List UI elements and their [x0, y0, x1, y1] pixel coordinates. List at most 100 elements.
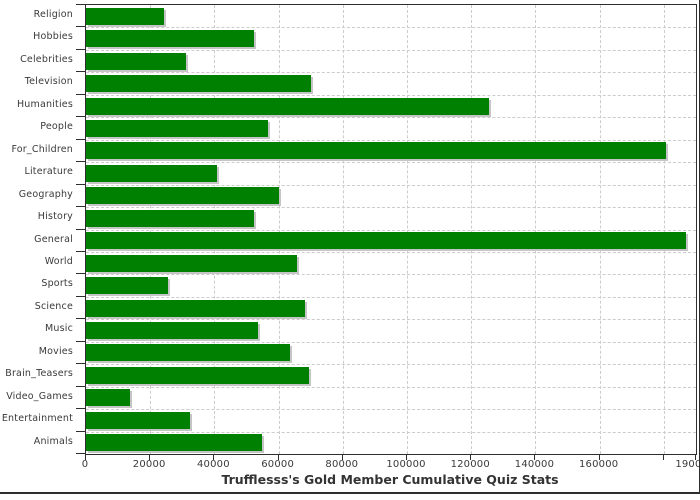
- category-tick: [76, 408, 85, 409]
- bar-music: [86, 322, 259, 340]
- bar-general: [86, 232, 687, 250]
- category-tick: [76, 341, 85, 342]
- bar-celebrities: [86, 52, 187, 70]
- bar-for_children: [86, 142, 666, 160]
- category-tick: [76, 26, 85, 27]
- bar-hobbies: [86, 30, 255, 48]
- plot-area: [85, 4, 697, 455]
- bar-entertainment: [86, 411, 191, 429]
- horizontal-gridline: [86, 184, 696, 186]
- horizontal-gridline: [86, 72, 696, 74]
- bar-world: [86, 254, 297, 272]
- value-tick: [470, 454, 472, 460]
- value-tick: [406, 454, 408, 460]
- chart-title: Trufflesss's Gold Member Cumulative Quiz…: [221, 472, 559, 487]
- horizontal-gridline: [86, 117, 696, 119]
- category-tick: [76, 318, 85, 319]
- value-tick-label: 0: [81, 459, 89, 470]
- category-tick: [76, 453, 85, 454]
- category-label-general: General: [34, 233, 73, 245]
- bar-movies: [86, 344, 290, 362]
- category-tick: [76, 273, 85, 274]
- value-tick: [213, 454, 215, 460]
- category-tick: [76, 71, 85, 72]
- category-tick: [76, 4, 85, 5]
- value-tick-label: 160000: [578, 459, 619, 470]
- horizontal-gridline: [86, 364, 696, 366]
- value-tick-label: 190000: [675, 459, 700, 470]
- horizontal-gridline: [86, 207, 696, 209]
- bar-geography: [86, 187, 279, 205]
- category-tick: [76, 161, 85, 162]
- category-label-geography: Geography: [18, 188, 73, 200]
- horizontal-gridline: [86, 386, 696, 388]
- value-tick: [662, 454, 664, 460]
- horizontal-gridline: [86, 27, 696, 29]
- bar-video_games: [86, 389, 130, 407]
- horizontal-gridline: [86, 296, 696, 298]
- horizontal-gridline: [86, 251, 696, 253]
- horizontal-gridline: [86, 139, 696, 141]
- category-label-people: People: [40, 121, 73, 133]
- category-label-science: Science: [34, 300, 73, 312]
- bar-humanities: [86, 97, 489, 115]
- value-tick: [149, 454, 151, 460]
- bar-history: [86, 209, 254, 227]
- value-tick: [695, 454, 696, 460]
- value-tick: [277, 454, 279, 460]
- category-label-television: Television: [24, 76, 73, 88]
- category-label-animals: Animals: [33, 435, 73, 447]
- category-tick: [76, 363, 85, 364]
- value-tick: [341, 454, 343, 460]
- category-label-music: Music: [44, 323, 73, 335]
- value-tick-label: 80000: [325, 459, 359, 470]
- bar-literature: [86, 164, 218, 182]
- horizontal-gridline: [86, 94, 696, 96]
- category-tick: [76, 229, 85, 230]
- value-tick: [598, 454, 600, 460]
- horizontal-gridline: [86, 409, 696, 411]
- bar-animals: [86, 434, 262, 452]
- bar-science: [86, 299, 306, 317]
- value-tick-label: 140000: [514, 459, 555, 470]
- horizontal-gridline: [86, 319, 696, 321]
- horizontal-gridline: [86, 229, 696, 231]
- bar-religion: [86, 7, 165, 25]
- value-tick-label: 60000: [261, 459, 295, 470]
- category-label-world: World: [44, 255, 73, 267]
- bar-people: [86, 119, 269, 137]
- category-tick: [76, 184, 85, 185]
- category-label-for_children: For_Children: [11, 143, 73, 155]
- category-tick: [76, 139, 85, 140]
- category-label-entertainment: Entertainment: [1, 413, 73, 425]
- value-tick: [534, 454, 536, 460]
- category-label-humanities: Humanities: [16, 98, 73, 110]
- value-tick-label: 20000: [132, 459, 166, 470]
- value-tick-label: 100000: [386, 459, 426, 470]
- category-tick: [76, 431, 85, 432]
- bar-sports: [86, 277, 168, 295]
- category-tick: [76, 49, 85, 50]
- horizontal-gridline: [86, 162, 696, 164]
- category-label-celebrities: Celebrities: [20, 53, 73, 65]
- category-tick: [76, 206, 85, 207]
- horizontal-gridline: [86, 49, 696, 51]
- category-label-literature: Literature: [24, 166, 73, 178]
- category-label-brain_teasers: Brain_Teasers: [5, 368, 73, 380]
- bar-television: [86, 75, 311, 93]
- category-tick: [76, 116, 85, 117]
- horizontal-gridline: [86, 431, 696, 433]
- category-label-religion: Religion: [33, 9, 73, 20]
- category-label-movies: Movies: [38, 345, 73, 357]
- value-tick-label: 120000: [450, 459, 490, 470]
- category-tick: [76, 296, 85, 297]
- category-tick: [76, 94, 85, 95]
- horizontal-gridline: [86, 274, 696, 276]
- horizontal-gridline: [86, 341, 696, 343]
- bar-brain_teasers: [86, 366, 310, 384]
- category-label-hobbies: Hobbies: [33, 31, 73, 43]
- value-tick-label: 40000: [197, 459, 230, 470]
- category-tick: [76, 251, 85, 252]
- category-label-history: History: [37, 211, 73, 223]
